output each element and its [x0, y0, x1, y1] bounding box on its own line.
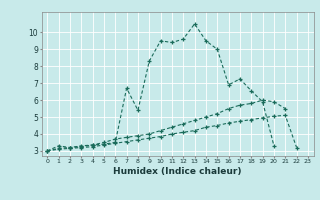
- X-axis label: Humidex (Indice chaleur): Humidex (Indice chaleur): [113, 167, 242, 176]
